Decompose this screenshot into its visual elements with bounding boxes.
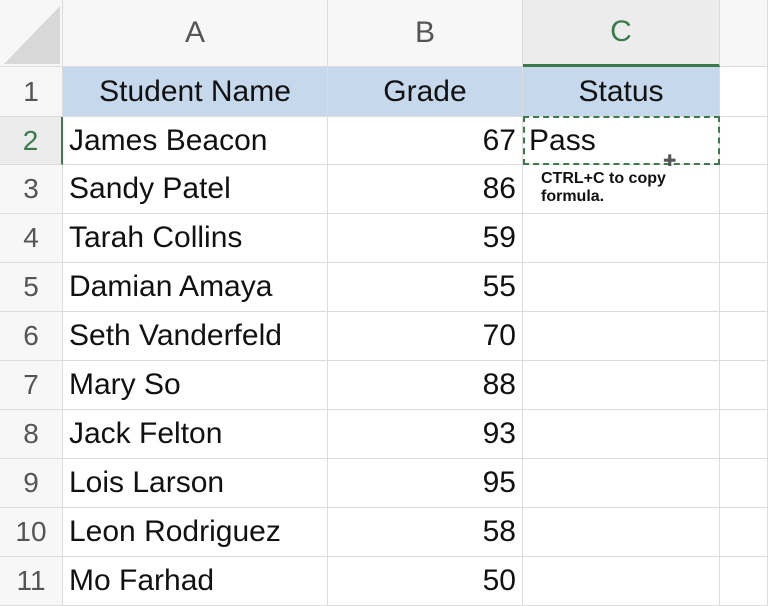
row-header-11[interactable]: 11: [0, 557, 63, 606]
cell-grade[interactable]: 50: [328, 557, 523, 606]
cell-name[interactable]: Jack Felton: [63, 410, 328, 459]
cell-name[interactable]: Lois Larson: [63, 459, 328, 508]
cell-status[interactable]: [523, 410, 720, 459]
header-cell-0[interactable]: Student Name: [63, 67, 328, 117]
cell-d[interactable]: [720, 263, 768, 312]
cell-grade[interactable]: 59: [328, 214, 523, 263]
cell-d[interactable]: [720, 361, 768, 410]
cell-grade[interactable]: 86: [328, 165, 523, 214]
column-header-b[interactable]: B: [328, 0, 523, 67]
row-header-9[interactable]: 9: [0, 459, 63, 508]
cell-status[interactable]: [523, 508, 720, 557]
cell-grade[interactable]: 93: [328, 410, 523, 459]
row-header-4[interactable]: 4: [0, 214, 63, 263]
row-header-6[interactable]: 6: [0, 312, 63, 361]
cell-grade[interactable]: 95: [328, 459, 523, 508]
cell-name[interactable]: Leon Rodriguez: [63, 508, 328, 557]
cell-name[interactable]: Mary So: [63, 361, 328, 410]
cell-grade[interactable]: 70: [328, 312, 523, 361]
cell-d[interactable]: [720, 557, 768, 606]
cell-name[interactable]: James Beacon: [63, 117, 328, 165]
cell-grade[interactable]: 88: [328, 361, 523, 410]
row-header-8[interactable]: 8: [0, 410, 63, 459]
column-header-d[interactable]: [720, 0, 768, 67]
cell-d[interactable]: [720, 214, 768, 263]
instruction-annotation: CTRL+C to copy formula.: [541, 170, 666, 205]
cell-status[interactable]: [523, 214, 720, 263]
copy-marquee-selection: [523, 116, 720, 165]
cell-status[interactable]: [523, 263, 720, 312]
cell-d[interactable]: [720, 165, 768, 214]
cell-name[interactable]: Tarah Collins: [63, 214, 328, 263]
cell-grade[interactable]: 58: [328, 508, 523, 557]
cell-status[interactable]: [523, 361, 720, 410]
cell-d[interactable]: [720, 459, 768, 508]
cell-grade[interactable]: 55: [328, 263, 523, 312]
header-cell-1[interactable]: Grade: [328, 67, 523, 117]
column-header-a[interactable]: A: [63, 0, 328, 67]
cell-name[interactable]: Sandy Patel: [63, 165, 328, 214]
cell-name[interactable]: Mo Farhad: [63, 557, 328, 606]
row-header-5[interactable]: 5: [0, 263, 63, 312]
select-all-corner[interactable]: [0, 0, 63, 67]
cell-status[interactable]: [523, 312, 720, 361]
row-header-7[interactable]: 7: [0, 361, 63, 410]
cell-cursor-icon: ✚: [663, 153, 677, 170]
cell-d1[interactable]: [720, 67, 768, 117]
row-header-10[interactable]: 10: [0, 508, 63, 557]
cell-name[interactable]: Damian Amaya: [63, 263, 328, 312]
row-header-2[interactable]: 2: [0, 117, 63, 165]
column-header-c[interactable]: C: [523, 0, 720, 67]
cell-status[interactable]: [523, 165, 720, 214]
cell-name[interactable]: Seth Vanderfeld: [63, 312, 328, 361]
cell-d[interactable]: [720, 410, 768, 459]
cell-status[interactable]: [523, 459, 720, 508]
header-cell-2[interactable]: Status: [523, 67, 720, 117]
cell-status[interactable]: [523, 557, 720, 606]
row-header-3[interactable]: 3: [0, 165, 63, 214]
cell-grade[interactable]: 67: [328, 117, 523, 165]
cell-d[interactable]: [720, 508, 768, 557]
cell-d[interactable]: [720, 312, 768, 361]
cell-d[interactable]: [720, 117, 768, 165]
row-header-1[interactable]: 1: [0, 67, 63, 117]
